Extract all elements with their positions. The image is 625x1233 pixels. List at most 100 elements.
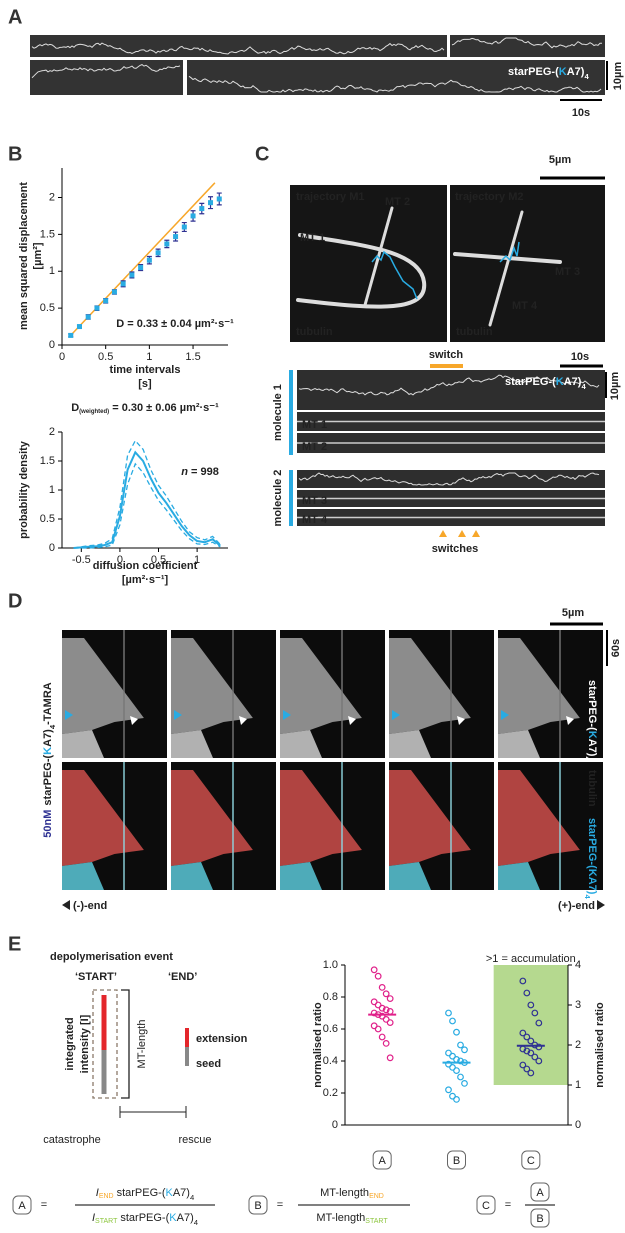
text-part: 4	[583, 894, 592, 899]
integration-box	[92, 989, 118, 1099]
image-label: MT 4	[512, 300, 538, 312]
category-label: A	[536, 1187, 544, 1199]
equals-sign: =	[277, 1199, 283, 1211]
point	[523, 989, 531, 997]
kymo-label: MT 2	[302, 441, 327, 453]
point	[523, 1033, 531, 1041]
microtubule-growth	[62, 862, 104, 890]
microtubule-growth	[498, 730, 540, 758]
text-part: MT-length	[316, 1212, 365, 1224]
point	[453, 1028, 460, 1036]
point	[374, 1025, 382, 1033]
y-tick-label: 1	[575, 1079, 581, 1091]
y-tick-label: 0	[49, 339, 55, 351]
y-tick-label: 0.2	[323, 1087, 338, 1099]
text-part: A7)	[567, 66, 585, 78]
formula-denominator: MT-lengthSTART	[316, 1212, 388, 1225]
annotation: D(weighted) = 0.30 ± 0.06 µm²·s⁻¹	[71, 402, 219, 415]
y-tick-label: 2	[49, 191, 55, 203]
point	[173, 234, 179, 240]
microtubule-growth	[171, 730, 213, 758]
point	[445, 1086, 452, 1094]
point	[449, 1017, 456, 1025]
panel-label: C	[255, 143, 269, 165]
trace	[188, 75, 602, 93]
y-tick-label: 2	[49, 426, 55, 438]
point	[155, 250, 161, 256]
point	[374, 1001, 382, 1009]
arrowhead	[239, 716, 247, 725]
diagram-label: ‘END’	[168, 971, 197, 983]
text-part: starPEG-(	[120, 1212, 169, 1224]
category-label: B	[536, 1213, 543, 1225]
point	[382, 1016, 390, 1023]
point	[103, 298, 109, 304]
diagram-label: catastrophe	[43, 1134, 100, 1146]
category-label: A	[378, 1155, 386, 1167]
diagram-label: MT-length	[136, 1020, 148, 1069]
molecule-label: starPEG-(KA7)4	[508, 66, 589, 81]
image-label: tubulin	[296, 326, 333, 338]
category-box	[530, 1208, 550, 1228]
text-part: 4	[190, 1193, 195, 1202]
text-part: starPEG-(	[117, 1187, 166, 1199]
point	[386, 995, 394, 1002]
point	[445, 1049, 452, 1057]
image-label: tubulin	[456, 326, 493, 338]
text-part: K	[586, 869, 598, 877]
text-part: START	[365, 1218, 388, 1225]
side-label: 50nM starPEG-(KA7)4-TAMRA	[42, 682, 57, 837]
y-axis-label: normalised ratio	[312, 1002, 324, 1088]
point	[120, 281, 126, 287]
equals-sign: =	[41, 1199, 47, 1211]
point	[449, 1052, 456, 1060]
fit-line	[70, 182, 216, 336]
microtubule	[296, 233, 427, 309]
point	[76, 324, 82, 330]
end-arrow	[597, 900, 605, 910]
trajectory	[371, 250, 418, 300]
point	[164, 241, 170, 247]
kymograph	[297, 370, 605, 410]
point	[527, 1049, 535, 1057]
text-part: starPEG-(	[586, 818, 598, 869]
point	[378, 1004, 386, 1012]
trace	[298, 374, 600, 396]
scale-label: 10µm	[612, 62, 624, 91]
x-tick-label: 0.5	[151, 554, 166, 566]
y-tick-label: 0.6	[323, 1023, 338, 1035]
arrowhead	[566, 716, 574, 725]
arrowhead	[348, 716, 356, 725]
point	[199, 206, 205, 212]
text-part: A7)	[564, 376, 582, 388]
text-part: K	[586, 731, 598, 739]
kymo-label: MT 4	[302, 514, 328, 526]
category-label: B	[453, 1155, 460, 1167]
annotation: switches	[432, 543, 478, 555]
point	[374, 972, 382, 980]
annotation: D = 0.33 ± 0.04 µm²·s⁻¹	[116, 318, 234, 330]
point	[382, 990, 390, 998]
end-label: (-)-end	[73, 900, 107, 912]
category-box	[12, 1195, 32, 1215]
point	[535, 1019, 543, 1027]
point	[523, 1065, 531, 1073]
point	[535, 1057, 543, 1065]
x-tick-label: 1	[146, 351, 152, 363]
category-box	[248, 1195, 268, 1215]
point	[129, 272, 135, 278]
point	[370, 1022, 378, 1030]
y-tick-label: 1.5	[40, 455, 55, 467]
kymograph	[30, 35, 447, 57]
text-part: starPEG-(	[42, 755, 54, 806]
formula-numerator: MT-lengthEND	[320, 1187, 384, 1200]
text-part: 4	[581, 382, 586, 391]
microtubule-growth	[498, 862, 540, 890]
trajectory	[499, 241, 520, 263]
text-part: END	[99, 1193, 114, 1200]
trace	[451, 37, 603, 49]
x-tick-label: 0	[59, 351, 65, 363]
y-axis-label: [µm²]	[32, 242, 44, 269]
confidence-line	[73, 462, 221, 549]
